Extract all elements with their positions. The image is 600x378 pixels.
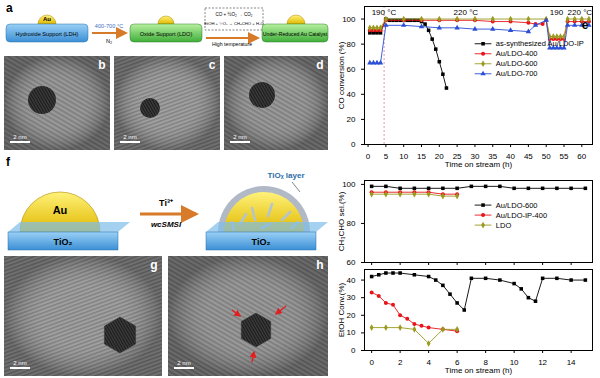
svg-text:0: 0 [351, 346, 356, 355]
svg-text:N₂: N₂ [106, 38, 112, 44]
svg-text:25: 25 [452, 152, 462, 162]
svg-text:100: 100 [342, 180, 356, 189]
svg-text:2 nm: 2 nm [177, 360, 190, 366]
svg-text:Hydroxide Support (LDH): Hydroxide Support (LDH) [16, 31, 79, 37]
svg-text:d: d [316, 58, 323, 72]
svg-text:20: 20 [435, 152, 444, 161]
svg-text:Oxide Support (LDO): Oxide Support (LDO) [140, 31, 193, 37]
svg-text:CH₃CHO sel.(%): CH₃CHO sel.(%) [337, 191, 346, 251]
svg-text:55: 55 [560, 152, 569, 161]
svg-text:220 °C: 220 °C [454, 8, 479, 17]
svg-text:10: 10 [399, 152, 408, 161]
svg-text:as-synthesized Au/LDO-IP: as-synthesized Au/LDO-IP [496, 39, 584, 48]
svg-text:0: 0 [351, 140, 356, 149]
svg-text:40: 40 [347, 276, 356, 285]
svg-text:wcSMSI: wcSMSI [151, 220, 182, 229]
svg-text:40: 40 [506, 152, 515, 162]
svg-text:EtOH + ½O₂ → CH₃CHO + H₂O: EtOH + ½O₂ → CH₃CHO + H₂O [204, 21, 264, 26]
svg-text:Au/LDO-600: Au/LDO-600 [496, 201, 538, 210]
svg-text:TiOₓ layer: TiOₓ layer [267, 171, 304, 180]
svg-text:LDO: LDO [496, 221, 512, 230]
svg-text:Ti³⁺: Ti³⁺ [159, 198, 173, 208]
svg-text:2 nm: 2 nm [13, 134, 26, 140]
svg-text:CO + ½O₂ → CO₂: CO + ½O₂ → CO₂ [215, 11, 252, 17]
svg-text:14: 14 [567, 358, 576, 367]
svg-text:Under-Reduced Au Catalyst: Under-Reduced Au Catalyst [263, 31, 328, 37]
svg-text:190 °C: 190 °C [372, 8, 397, 17]
svg-text:80: 80 [347, 219, 356, 228]
svg-text:2 nm: 2 nm [13, 360, 26, 366]
svg-text:190: 190 [550, 8, 564, 17]
svg-text:2 nm: 2 nm [123, 134, 136, 140]
svg-text:60: 60 [347, 65, 356, 74]
svg-text:0: 0 [369, 358, 374, 367]
svg-text:2: 2 [398, 358, 403, 367]
svg-text:High temperature: High temperature [212, 41, 252, 47]
svg-text:12: 12 [538, 358, 547, 367]
svg-text:10: 10 [509, 358, 519, 368]
svg-text:60: 60 [347, 258, 356, 267]
svg-text:Time on stream (h): Time on stream (h) [445, 366, 513, 375]
svg-text:Time on stream (h): Time on stream (h) [445, 160, 513, 169]
svg-text:Au/LDO-IP-400: Au/LDO-IP-400 [496, 211, 547, 220]
svg-text:100: 100 [342, 15, 356, 24]
svg-text:40: 40 [347, 90, 356, 99]
svg-text:f: f [6, 155, 11, 169]
svg-text:220 °C: 220 °C [568, 8, 593, 17]
svg-text:e: e [582, 18, 589, 32]
svg-text:45: 45 [524, 152, 533, 161]
svg-text:6: 6 [454, 358, 460, 368]
svg-text:h: h [316, 258, 323, 272]
svg-text:50: 50 [542, 152, 551, 161]
svg-text:CO conversion (%): CO conversion (%) [337, 41, 346, 109]
svg-text:Au/LDO-400: Au/LDO-400 [496, 49, 538, 58]
svg-text:TiO₂: TiO₂ [252, 237, 271, 247]
svg-text:35: 35 [488, 152, 498, 162]
svg-text:g: g [150, 258, 157, 272]
svg-text:10: 10 [347, 328, 356, 337]
svg-text:30: 30 [347, 293, 356, 302]
svg-text:4: 4 [426, 358, 431, 367]
svg-text:5: 5 [384, 152, 389, 161]
svg-text:80: 80 [347, 40, 356, 49]
svg-text:15: 15 [417, 152, 426, 161]
svg-text:Au/LDO-600: Au/LDO-600 [496, 59, 538, 68]
svg-text:Au: Au [53, 204, 68, 216]
svg-text:8: 8 [483, 358, 488, 368]
svg-text:20: 20 [347, 311, 356, 320]
svg-text:EtOH Conv.(%): EtOH Conv.(%) [337, 282, 346, 337]
svg-text:c: c [209, 58, 216, 72]
svg-text:60: 60 [577, 152, 586, 161]
svg-text:Au: Au [43, 16, 51, 22]
svg-text:20: 20 [347, 115, 356, 124]
svg-text:Au/LDO-700: Au/LDO-700 [496, 69, 538, 78]
svg-text:400-700 °C: 400-700 °C [95, 23, 123, 29]
svg-text:0: 0 [366, 152, 371, 161]
svg-text:30: 30 [470, 152, 480, 162]
svg-text:TiO₂: TiO₂ [54, 237, 73, 247]
svg-text:2 nm: 2 nm [233, 134, 246, 140]
svg-text:a: a [6, 1, 13, 15]
svg-text:b: b [98, 58, 105, 72]
